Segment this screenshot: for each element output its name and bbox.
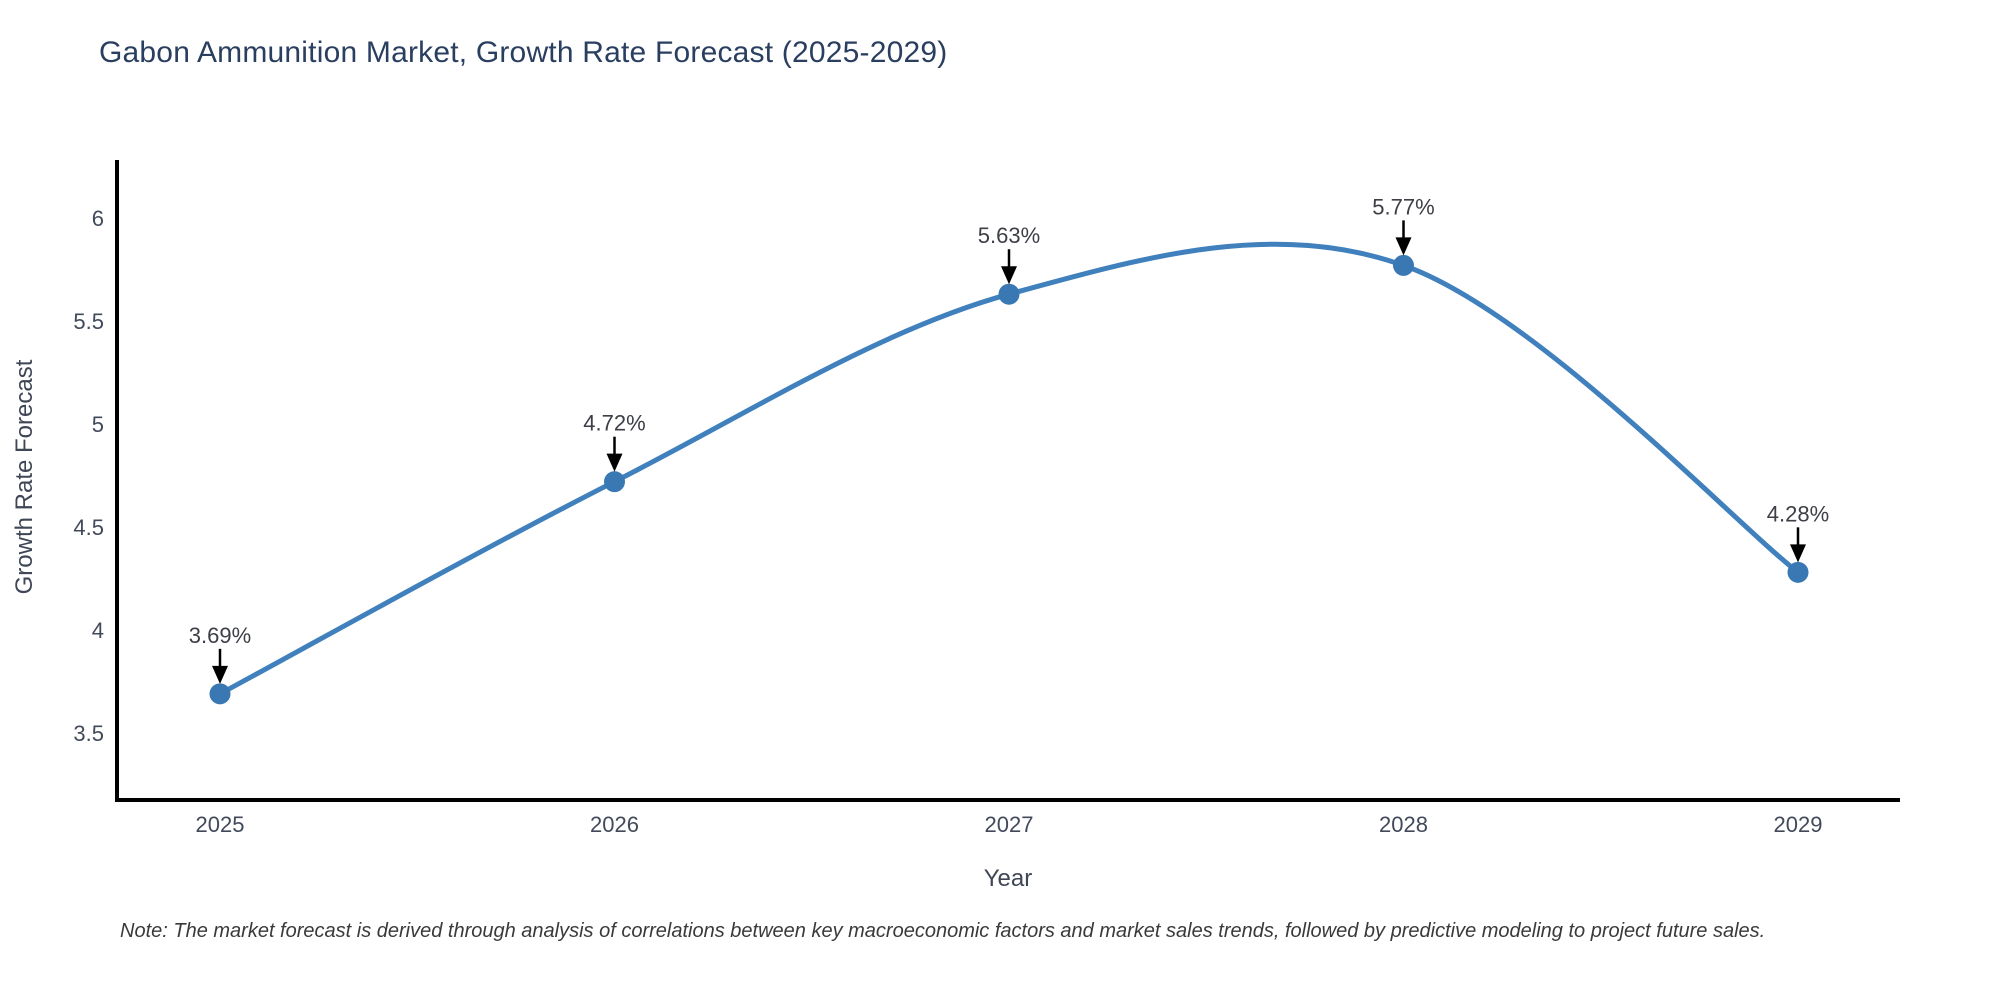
x-tick-label: 2027: [985, 812, 1034, 837]
y-tick-label: 4: [92, 618, 104, 643]
y-axis-title: Growth Rate Forecast: [11, 359, 38, 594]
data-point-marker-2027: [998, 283, 1020, 305]
x-tick-label: 2028: [1379, 812, 1428, 837]
chart-title: Gabon Ammunition Market, Growth Rate For…: [99, 36, 948, 69]
x-tick-label: 2029: [1774, 812, 1823, 837]
x-axis-title: Year: [984, 865, 1033, 892]
annotation-arrowhead: [1001, 266, 1017, 285]
y-tick-label: 3.5: [73, 721, 104, 746]
annotation-arrowhead: [606, 453, 623, 472]
y-tick-label: 5: [92, 412, 104, 437]
x-tick-label: 2025: [196, 812, 245, 837]
annotation-arrowhead: [1790, 544, 1806, 563]
point-value-label: 5.63%: [978, 223, 1040, 248]
point-value-label: 3.69%: [189, 623, 251, 648]
forecast-spline-line: [217, 241, 1801, 697]
annotation-arrowhead: [212, 665, 228, 684]
y-tick-label: 4.5: [73, 515, 104, 540]
chart-footnote: Note: The market forecast is derived thr…: [120, 920, 1766, 942]
axis-lines: [115, 160, 1900, 802]
point-value-label: 5.77%: [1372, 194, 1434, 219]
point-value-label: 4.28%: [1767, 501, 1829, 526]
y-tick-label: 6: [92, 206, 104, 231]
point-value-label: 4.72%: [583, 411, 645, 436]
annotation-arrowhead: [1395, 237, 1412, 256]
data-point-marker-2026: [604, 471, 625, 493]
x-tick-label: 2026: [590, 812, 639, 837]
y-tick-label: 5.5: [73, 309, 104, 334]
data-point-marker-2029: [1787, 561, 1809, 583]
data-point-marker-2028: [1393, 254, 1414, 276]
data-point-marker-2025: [209, 683, 231, 705]
